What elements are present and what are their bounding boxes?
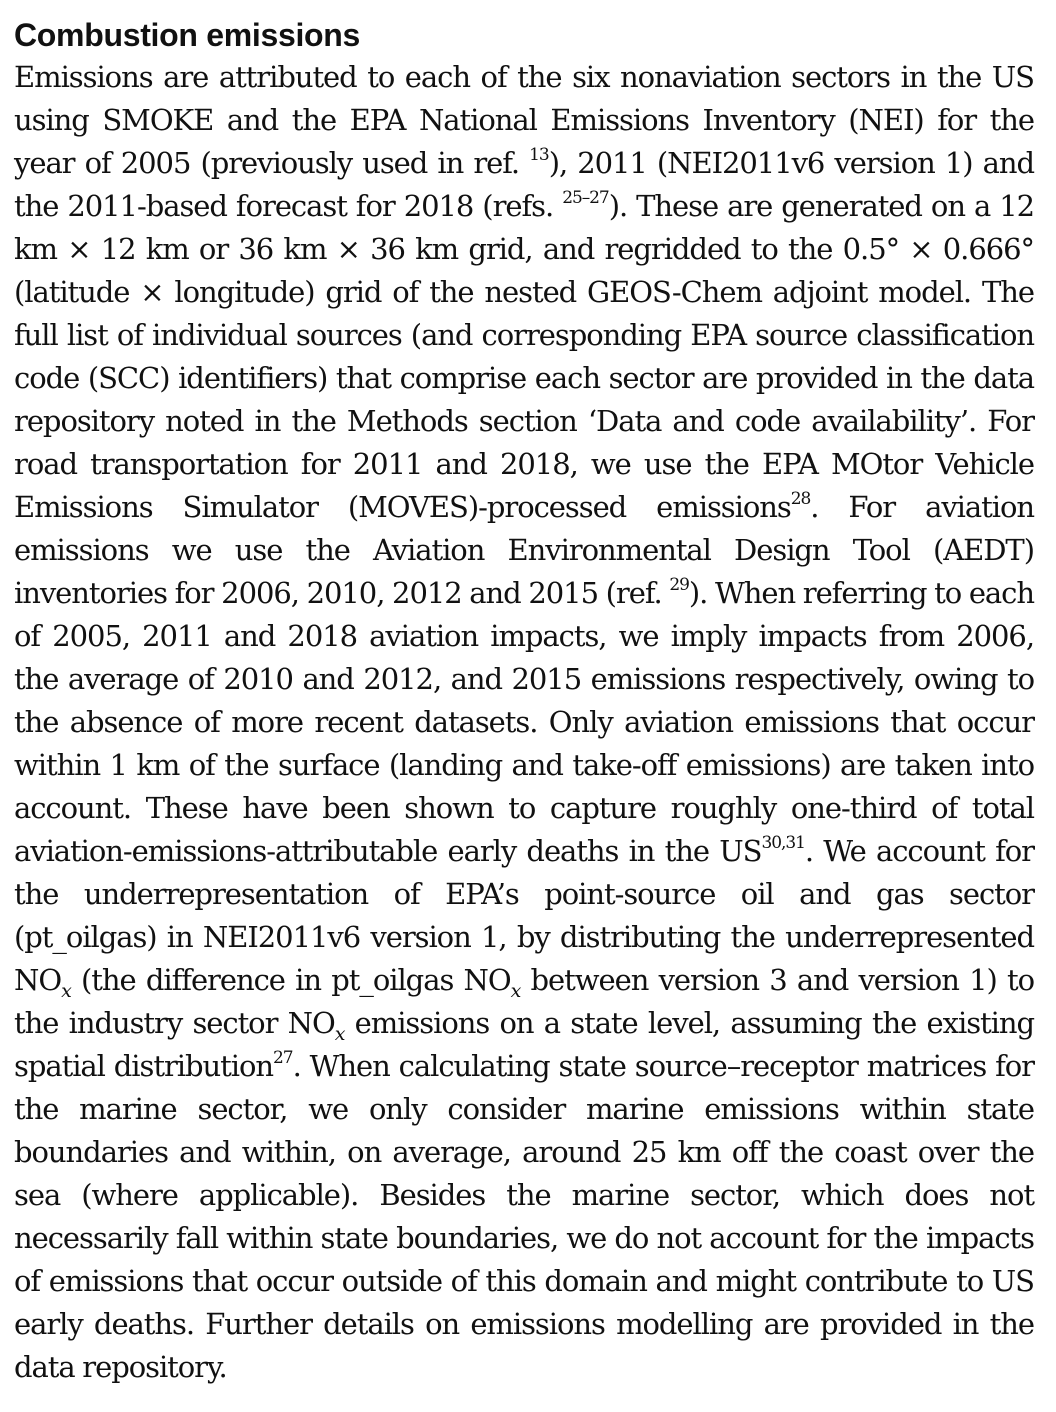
citation-superscript: 13 [529,145,550,166]
section-paragraph: Emissions are attributed to each of the … [14,56,1035,1389]
citation-superscript: 25–27 [562,188,610,209]
subscript-x: x [61,979,72,1002]
combustion-emissions-section: Combustion emissions Emissions are attri… [14,14,1035,1389]
paragraph-text-run: Emissions are attributed to each of the … [14,60,1035,180]
paragraph-text-run: emis­sions on a state level, assuming th… [14,1006,1035,1083]
paragraph-text-run: . We account for the underrepresentation… [14,834,1035,997]
citation-superscript: 30,31 [761,833,805,854]
paragraph-text-run: between version 3 and version 1) to the … [14,963,1035,1040]
subscript-x: x [510,979,522,1002]
paragraph-text-run: ). These are generated on a 12 km × 12 k… [14,189,1035,524]
citation-superscript: 27 [273,1048,294,1069]
paragraph-text-run: ). When referring to each of 2005, 2011 … [14,576,1035,868]
paragraph-text-run: (the difference in pt_oilgas NO [70,963,512,997]
section-heading: Combustion emissions [14,17,361,53]
paragraph-text-run: ), 2011 (NEI2011v6 version 1) and the 20… [14,146,1035,223]
citation-superscript: 29 [669,575,690,596]
subscript-x: x [334,1022,346,1045]
paragraph-text-run: . For aviation emissions we use the Avia… [14,490,1035,610]
paragraph-text-run: . When calculating state source–receptor… [14,1049,1035,1384]
citation-superscript: 28 [790,489,812,510]
